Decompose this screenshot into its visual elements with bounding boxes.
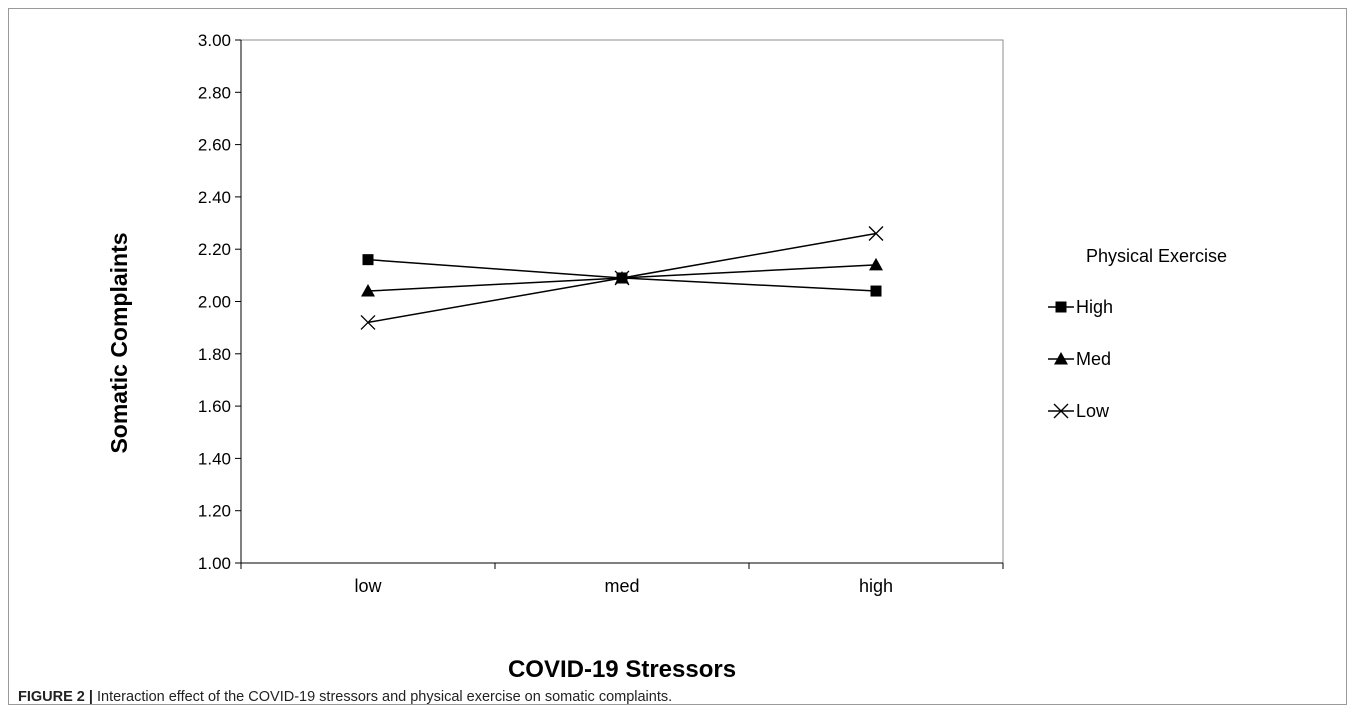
y-tick-label: 1.80 — [198, 345, 231, 364]
y-tick-label: 1.60 — [198, 397, 231, 416]
legend-item-low: Low — [1048, 401, 1110, 421]
plot-area-border — [240, 39, 1004, 564]
data-point-high — [362, 254, 374, 266]
legend-marker-high — [1055, 301, 1067, 313]
data-point-low — [614, 270, 630, 286]
y-tick-label: 2.20 — [198, 240, 231, 259]
data-point-high — [870, 285, 882, 297]
chart-axes: 3.00 2.80 2.60 2.40 2.20 2.00 1.80 1.60 1.40 1.20… — [198, 31, 1004, 596]
marker-stroke — [1053, 403, 1069, 419]
legend-label: Low — [1076, 401, 1110, 421]
legend-label: High — [1076, 297, 1113, 317]
caption-text: Interaction effect of the COVID-19 stres… — [92, 689, 673, 705]
y-tick-label: 2.00 — [198, 293, 231, 312]
x-tick-label: med — [604, 576, 639, 596]
data-point-med — [869, 257, 883, 271]
y-tick-label: 1.40 — [198, 449, 231, 468]
y-tick-label: 2.80 — [198, 83, 231, 102]
x-axis-label: COVID-19 Stressors — [508, 656, 736, 683]
figure-caption: FIGURE 2 | Interaction effect of the COV… — [18, 689, 672, 705]
legend-label: Med — [1076, 349, 1111, 369]
figure-frame — [8, 8, 1347, 705]
y-tick-label: 1.20 — [198, 502, 231, 521]
y-tick-label: 1.00 — [198, 554, 231, 573]
y-tick-label: 2.40 — [198, 188, 231, 207]
y-tick-label: 2.60 — [198, 136, 231, 155]
marker-stroke — [868, 226, 884, 241]
chart-series — [360, 226, 884, 330]
x-tick-label: high — [859, 576, 893, 596]
data-point-med — [361, 284, 375, 297]
legend-marker-low — [1053, 403, 1069, 419]
legend-item-med: Med — [1048, 349, 1111, 369]
caption-label: FIGURE 2 | — [18, 689, 93, 705]
data-point-low — [360, 314, 376, 330]
legend-item-high: High — [1048, 297, 1113, 317]
marker-stroke — [614, 270, 630, 286]
x-tick-label: low — [354, 576, 382, 596]
legend-title: Physical Exercise — [1086, 246, 1227, 266]
y-axis-label: Somatic Complaints — [106, 232, 132, 453]
legend-marker-med — [1054, 352, 1068, 365]
marker-stroke — [360, 314, 376, 330]
y-tick-label: 3.00 — [198, 31, 231, 50]
chart-legend: Physical Exercise High Med Low — [1048, 246, 1227, 421]
data-point-low — [868, 226, 884, 241]
